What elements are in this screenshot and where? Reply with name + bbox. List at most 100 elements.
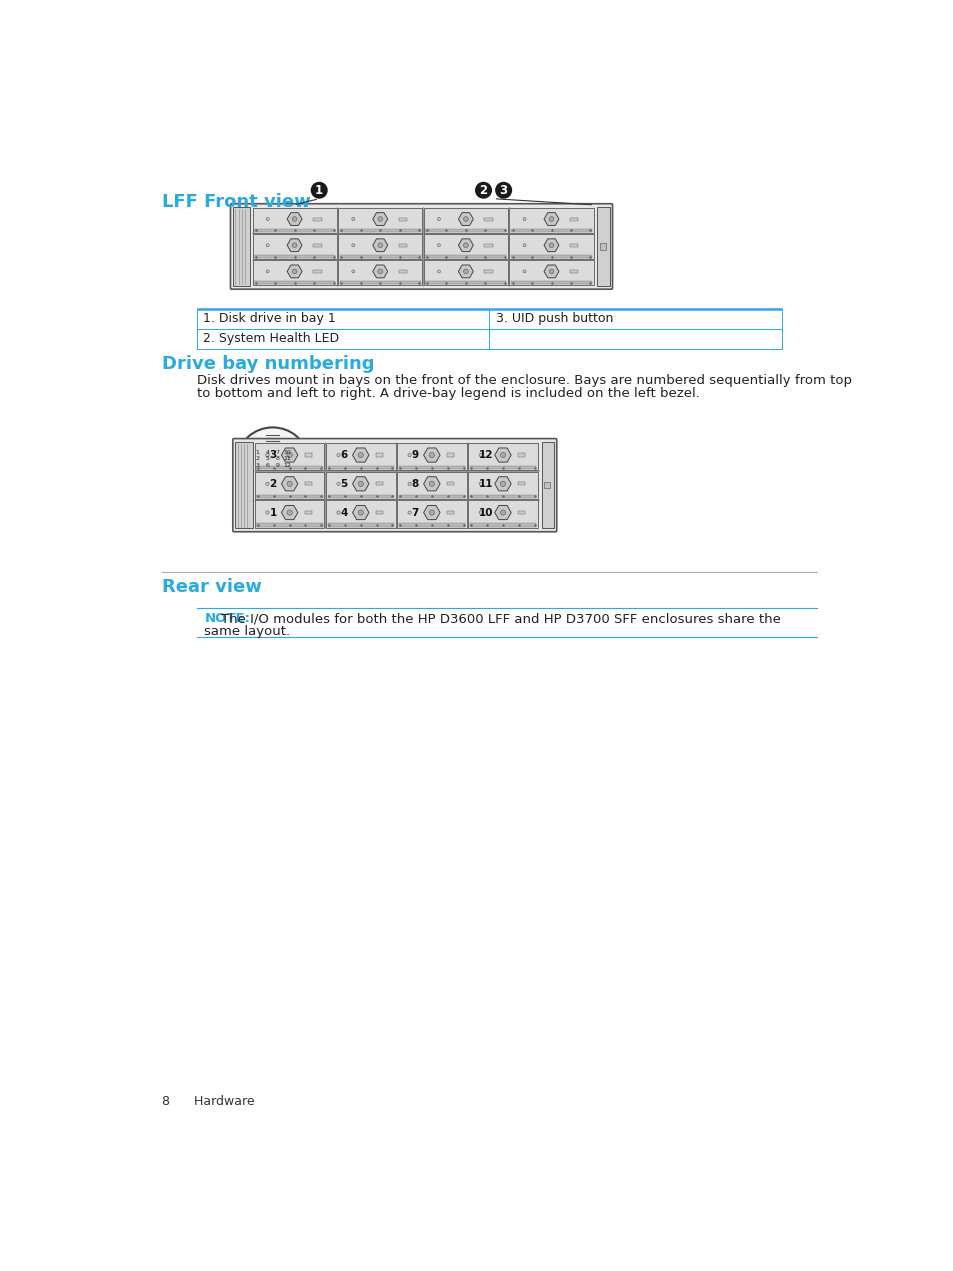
Bar [253,456,261,463]
Text: 12: 12 [478,450,493,460]
Bar [273,456,282,463]
Circle shape [266,511,269,515]
Circle shape [429,452,434,458]
Bar [254,442,324,470]
Bar [517,454,525,456]
Bar [313,217,321,221]
Circle shape [352,269,355,273]
Bar [425,281,506,285]
Bar [569,217,578,221]
Ellipse shape [238,427,307,489]
Bar [313,244,321,247]
Circle shape [549,243,554,248]
Bar [517,482,525,486]
Circle shape [463,216,468,221]
Bar [423,234,507,259]
Bar [337,234,422,259]
Bar [484,269,493,273]
Circle shape [292,269,296,273]
Bar [469,466,536,469]
Text: 8: 8 [411,479,418,489]
Bar [425,229,506,231]
Bar [256,524,322,526]
Bar [327,466,394,469]
Bar [273,463,282,469]
Bar [423,208,507,233]
Bar [511,281,592,285]
Circle shape [266,244,269,247]
Bar [253,208,336,233]
Bar [305,511,312,515]
Circle shape [266,482,269,486]
Text: 1: 1 [314,184,323,197]
Bar [511,255,592,258]
Circle shape [408,482,411,486]
Bar [543,482,550,488]
Bar [484,217,493,221]
Circle shape [287,482,292,487]
Bar [509,208,593,233]
Bar [484,244,493,247]
FancyBboxPatch shape [233,438,557,531]
Circle shape [499,482,505,487]
Text: 4: 4 [265,450,269,455]
Bar [447,482,454,486]
Bar [375,482,382,486]
Bar [396,472,466,498]
Text: 9: 9 [411,450,418,460]
Text: 2. System Health LED: 2. System Health LED [203,332,338,346]
Text: 1: 1 [269,507,276,517]
Bar [327,494,394,498]
Circle shape [287,452,292,458]
Text: 6: 6 [265,464,269,469]
Circle shape [429,510,434,515]
Bar [326,501,395,527]
Bar [468,501,537,527]
Circle shape [437,269,440,273]
Circle shape [266,269,269,273]
Circle shape [499,452,505,458]
Circle shape [357,482,363,487]
Bar [517,511,525,515]
Bar [254,501,324,527]
Text: LFF Front view: LFF Front view [162,193,311,211]
Circle shape [377,243,382,248]
Circle shape [495,182,512,198]
Bar [305,454,312,456]
Circle shape [463,243,468,248]
Circle shape [522,269,525,273]
Bar [541,442,554,529]
Text: 1: 1 [255,450,259,455]
Bar [469,524,536,526]
Bar [398,524,465,526]
Text: 7: 7 [275,450,279,455]
Circle shape [336,482,340,486]
Circle shape [266,454,269,456]
Bar [326,472,395,498]
Bar [569,269,578,273]
Bar [262,449,272,455]
Bar [339,229,420,231]
Text: 11: 11 [283,456,291,461]
Text: NOTE:: NOTE: [204,613,251,625]
Bar [253,229,335,231]
Text: 4: 4 [340,507,348,517]
Text: 9: 9 [275,464,279,469]
Circle shape [522,217,525,221]
Bar [509,261,593,285]
Bar [273,449,282,455]
Bar [469,494,536,498]
Bar [233,207,250,286]
Bar [569,244,578,247]
Circle shape [437,244,440,247]
Bar [511,229,592,231]
Circle shape [478,511,482,515]
Bar [282,456,292,463]
Text: to bottom and left to right. A drive-bay legend is included on the left bezel.: to bottom and left to right. A drive-bay… [196,388,699,400]
Text: 6: 6 [340,450,347,460]
Bar [253,449,261,455]
Bar [337,208,422,233]
Text: 5: 5 [265,456,269,461]
Text: Drive bay numbering: Drive bay numbering [162,355,374,372]
Text: 7: 7 [411,507,418,517]
